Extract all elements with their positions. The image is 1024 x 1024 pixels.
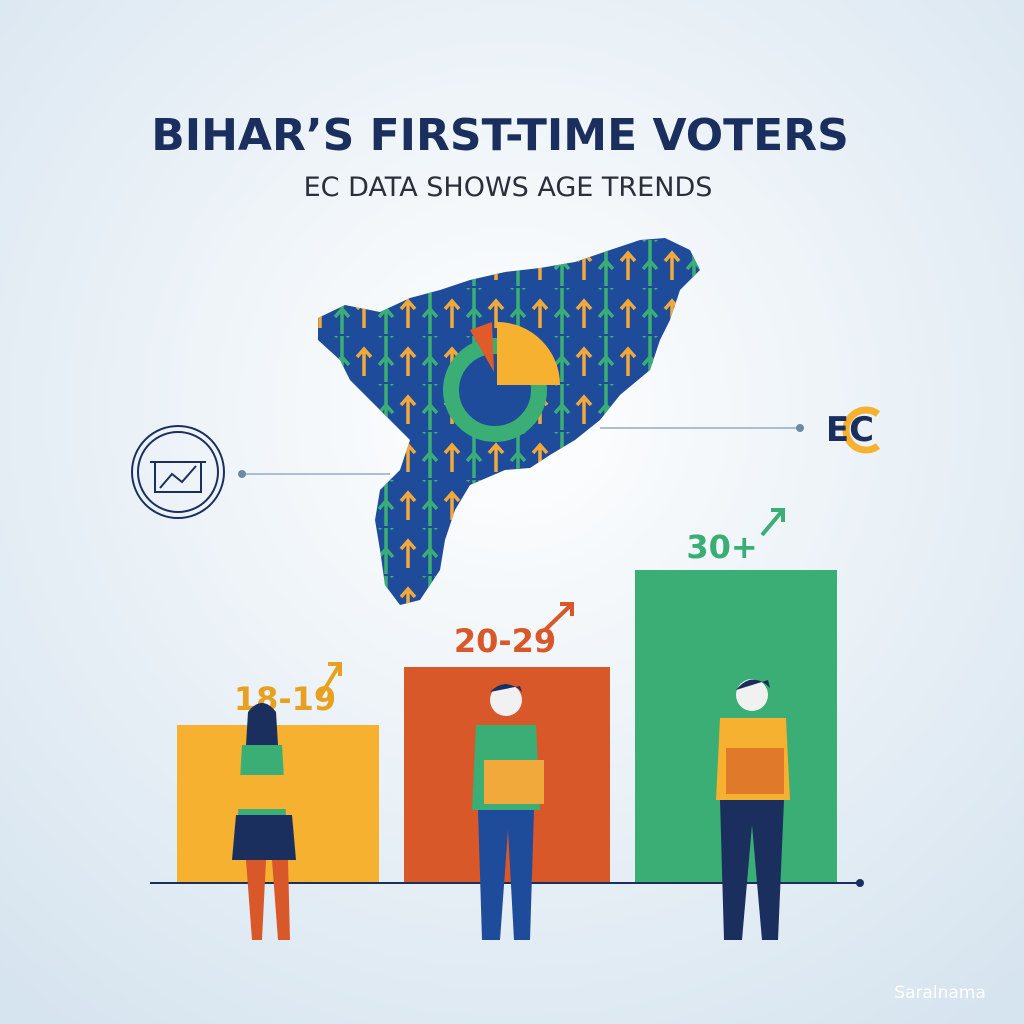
- group-label: 30+: [686, 528, 757, 566]
- trend-arrow: [316, 662, 342, 702]
- voter-figure: [716, 679, 790, 940]
- title: BIHAR’S FIRST-TIME VOTERS: [151, 110, 849, 161]
- trend-arrow: [760, 508, 785, 537]
- ballot-icon: [131, 425, 390, 519]
- logo-text: EC: [826, 410, 874, 450]
- watermark: Saralnama: [894, 983, 986, 1003]
- subtitle: EC DATA SHOWS AGE TRENDS: [304, 172, 713, 203]
- group-label: 20-29: [454, 622, 556, 660]
- baseline-dot: [856, 879, 864, 887]
- voter-figure: [232, 703, 296, 940]
- map: [318, 238, 700, 605]
- voter-figure: [472, 684, 544, 940]
- trend-arrow: [543, 602, 574, 632]
- ec-logo: EC: [600, 406, 881, 454]
